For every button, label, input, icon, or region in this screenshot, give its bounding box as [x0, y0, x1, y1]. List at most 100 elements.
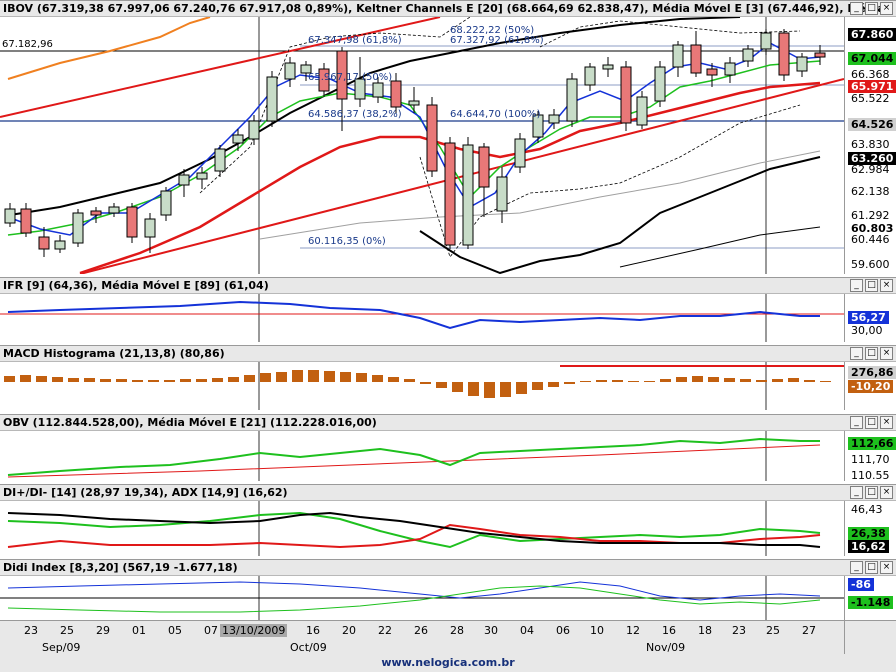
red-ema-tag: 65.971 — [848, 80, 896, 93]
macd-bar — [692, 376, 703, 382]
macd-title: MACD Histograma (21,13,8) (80,86) — [3, 347, 225, 360]
macd-titlebar: MACD Histograma (21,13,8) (80,86) _ □ × — [0, 345, 896, 362]
price-axis[interactable]: 66.368 65.522 63.830 62.984 62.138 61.29… — [844, 17, 896, 274]
month-label: Nov/09 — [646, 641, 686, 654]
ifr-line — [7, 300, 820, 330]
price-chart-svg — [0, 17, 844, 274]
obv-chart[interactable] — [0, 431, 844, 481]
maximize-button[interactable]: □ — [865, 561, 878, 574]
main-panel-title: IBOV (67.319,38 67.997,06 67.240,76 67.9… — [3, 2, 885, 15]
price-tick: 66.368 — [851, 68, 890, 81]
didi-title: Didi Index [8,3,20] (567,19 -1.677,18) — [3, 561, 238, 574]
date-tick: 27 — [802, 624, 816, 637]
didi-fast-line — [7, 581, 821, 601]
date-tick: 05 — [168, 624, 182, 637]
candle — [214, 148, 226, 172]
maximize-button[interactable]: □ — [865, 279, 878, 292]
candle — [354, 78, 366, 100]
macd-bar — [68, 378, 79, 382]
date-tick: 25 — [60, 624, 74, 637]
maximize-button[interactable]: □ — [865, 416, 878, 429]
candle — [548, 114, 560, 124]
didi-titlebar: Didi Index [8,3,20] (567,19 -1.677,18) _… — [0, 559, 896, 576]
candle — [336, 50, 348, 100]
close-button[interactable]: × — [880, 2, 893, 15]
di-axis[interactable]: 46,43 26,38 16,62 — [844, 501, 896, 556]
keltner-lower-tag: 60.803 — [848, 222, 896, 235]
macd-bar — [516, 382, 527, 394]
date-tick: 04 — [520, 624, 534, 637]
macd-bar — [164, 380, 175, 382]
close-button[interactable]: × — [880, 279, 893, 292]
macd-bar — [356, 373, 367, 382]
date-tick: 18 — [698, 624, 712, 637]
macd-bar — [548, 382, 559, 387]
di-tick: 46,43 — [851, 503, 883, 516]
obv-titlebar: OBV (112.844.528,00), Média Móvel E [21]… — [0, 414, 896, 431]
minimize-button[interactable]: _ — [850, 347, 863, 360]
macd-bar — [788, 378, 799, 382]
date-tick: 01 — [132, 624, 146, 637]
di-chart[interactable] — [0, 501, 844, 556]
didi-axis[interactable]: -86 -1.148 — [844, 576, 896, 620]
macd-bar — [148, 380, 159, 382]
macd-bar — [116, 379, 127, 382]
candle — [196, 172, 208, 180]
macd-bar — [596, 380, 607, 382]
macd-bar — [260, 373, 271, 382]
obv-tag: 112,66 — [848, 437, 896, 450]
didi-slow-line — [7, 585, 821, 613]
candle — [38, 236, 50, 250]
candle — [444, 142, 456, 246]
macd-bar — [228, 377, 239, 382]
maximize-button[interactable]: □ — [865, 2, 878, 15]
date-axis[interactable]: 23 25 29 01 05 07 13/10/2009 16 20 22 26… — [0, 620, 844, 655]
obv-line — [7, 437, 820, 476]
date-tick: 23 — [732, 624, 746, 637]
close-button[interactable]: × — [880, 416, 893, 429]
date-tick: 26 — [414, 624, 428, 637]
macd-tag: 276,86 — [848, 366, 896, 379]
di-chart-svg — [7, 501, 821, 556]
date-tick: 07 — [204, 624, 218, 637]
didi-chart[interactable] — [0, 576, 844, 620]
macd-axis[interactable]: 276,86 -10,20 — [844, 362, 896, 410]
green-ema-tag: 67.044 — [848, 52, 896, 65]
fib-label: 64.586,37 (38,2%) — [308, 109, 402, 120]
date-tick: 10 — [590, 624, 604, 637]
green-ema-line — [7, 60, 821, 236]
obv-axis[interactable]: 112,66 111,70 110.55 — [844, 431, 896, 481]
fib-label: 67.327,92 (61,8%) — [450, 35, 544, 46]
minimize-button[interactable]: _ — [850, 561, 863, 574]
ifr-chart-svg — [0, 294, 844, 342]
maximize-button[interactable]: □ — [865, 486, 878, 499]
close-button[interactable]: × — [880, 486, 893, 499]
footer-link[interactable]: www.nelogica.com.br — [0, 654, 896, 672]
candle — [390, 80, 402, 108]
macd-bar — [292, 370, 303, 382]
price-chart[interactable]: 67.182,96 68.222,22 (50%) 67.347,98 (61,… — [0, 17, 844, 274]
candle — [478, 146, 490, 188]
macd-bar — [36, 376, 47, 382]
price-tick: 63.830 — [851, 138, 890, 151]
price-tick: 61.292 — [851, 209, 890, 222]
close-button[interactable]: × — [880, 561, 893, 574]
minimize-button[interactable]: _ — [850, 416, 863, 429]
obv-chart-svg — [7, 431, 821, 481]
minimize-button[interactable]: _ — [850, 486, 863, 499]
macd-bar — [276, 372, 287, 382]
candle — [372, 82, 384, 98]
price-tick: 62.984 — [851, 163, 890, 176]
maximize-button[interactable]: □ — [865, 347, 878, 360]
macd-bar — [804, 380, 815, 382]
macd-chart[interactable] — [0, 362, 844, 410]
date-tick: 12 — [626, 624, 640, 637]
ifr-axis[interactable]: 56,27 30,00 — [844, 294, 896, 342]
candle — [178, 174, 190, 186]
ifr-chart[interactable] — [0, 294, 844, 342]
minimize-button[interactable]: _ — [850, 279, 863, 292]
close-button[interactable]: × — [880, 347, 893, 360]
minimize-button[interactable]: _ — [850, 2, 863, 15]
candle — [232, 134, 244, 144]
macd-bar — [388, 377, 399, 382]
